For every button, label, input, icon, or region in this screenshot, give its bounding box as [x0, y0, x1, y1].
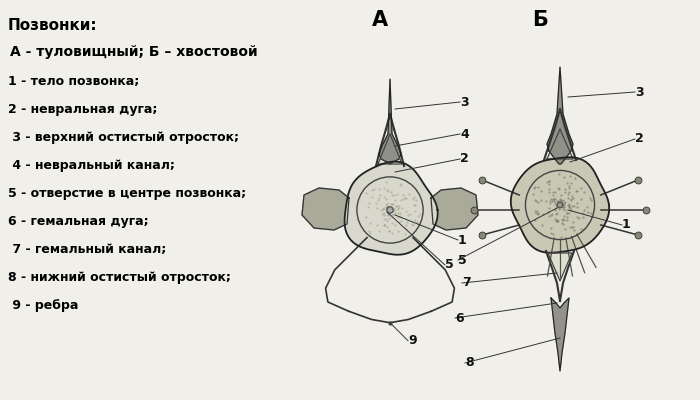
Text: 5: 5: [445, 258, 454, 272]
Circle shape: [387, 207, 393, 213]
Polygon shape: [548, 253, 572, 281]
Polygon shape: [378, 134, 402, 164]
Text: 9: 9: [408, 334, 416, 347]
Text: 4: 4: [460, 128, 469, 140]
Text: Б: Б: [532, 10, 548, 30]
Polygon shape: [547, 67, 573, 164]
Text: 1: 1: [458, 234, 467, 246]
Circle shape: [557, 202, 563, 208]
Text: 7: 7: [462, 276, 470, 290]
Text: А: А: [372, 10, 388, 30]
Polygon shape: [431, 188, 478, 230]
Polygon shape: [344, 162, 438, 255]
Polygon shape: [547, 129, 573, 159]
Polygon shape: [379, 79, 401, 164]
Text: 8 - нижний остистый отросток;: 8 - нижний остистый отросток;: [8, 271, 231, 284]
Text: 3 - верхний остистый отросток;: 3 - верхний остистый отросток;: [8, 131, 239, 144]
Text: 2 - невральная дуга;: 2 - невральная дуга;: [8, 103, 157, 116]
Text: 3: 3: [460, 96, 468, 108]
Text: 7 - гемальный канал;: 7 - гемальный канал;: [8, 243, 167, 256]
Text: Позвонки:: Позвонки:: [8, 18, 97, 33]
Text: 6: 6: [455, 312, 463, 324]
Text: 6 - гемальная дуга;: 6 - гемальная дуга;: [8, 215, 148, 228]
Polygon shape: [511, 157, 609, 253]
Polygon shape: [302, 188, 349, 230]
Text: 2: 2: [635, 132, 644, 146]
Text: 2: 2: [460, 152, 469, 166]
Text: 9 - ребра: 9 - ребра: [8, 299, 78, 312]
Text: 8: 8: [465, 356, 474, 370]
Text: 3: 3: [635, 86, 643, 98]
Polygon shape: [551, 298, 569, 371]
Text: 5 - отверстие в центре позвонка;: 5 - отверстие в центре позвонка;: [8, 187, 246, 200]
Text: 1 - тело позвонка;: 1 - тело позвонка;: [8, 75, 139, 88]
Text: А - туловищный; Б – хвостовой: А - туловищный; Б – хвостовой: [10, 45, 258, 59]
Text: 4 - невральный канал;: 4 - невральный канал;: [8, 159, 175, 172]
Text: 1: 1: [622, 218, 631, 232]
Text: 5: 5: [458, 254, 467, 266]
